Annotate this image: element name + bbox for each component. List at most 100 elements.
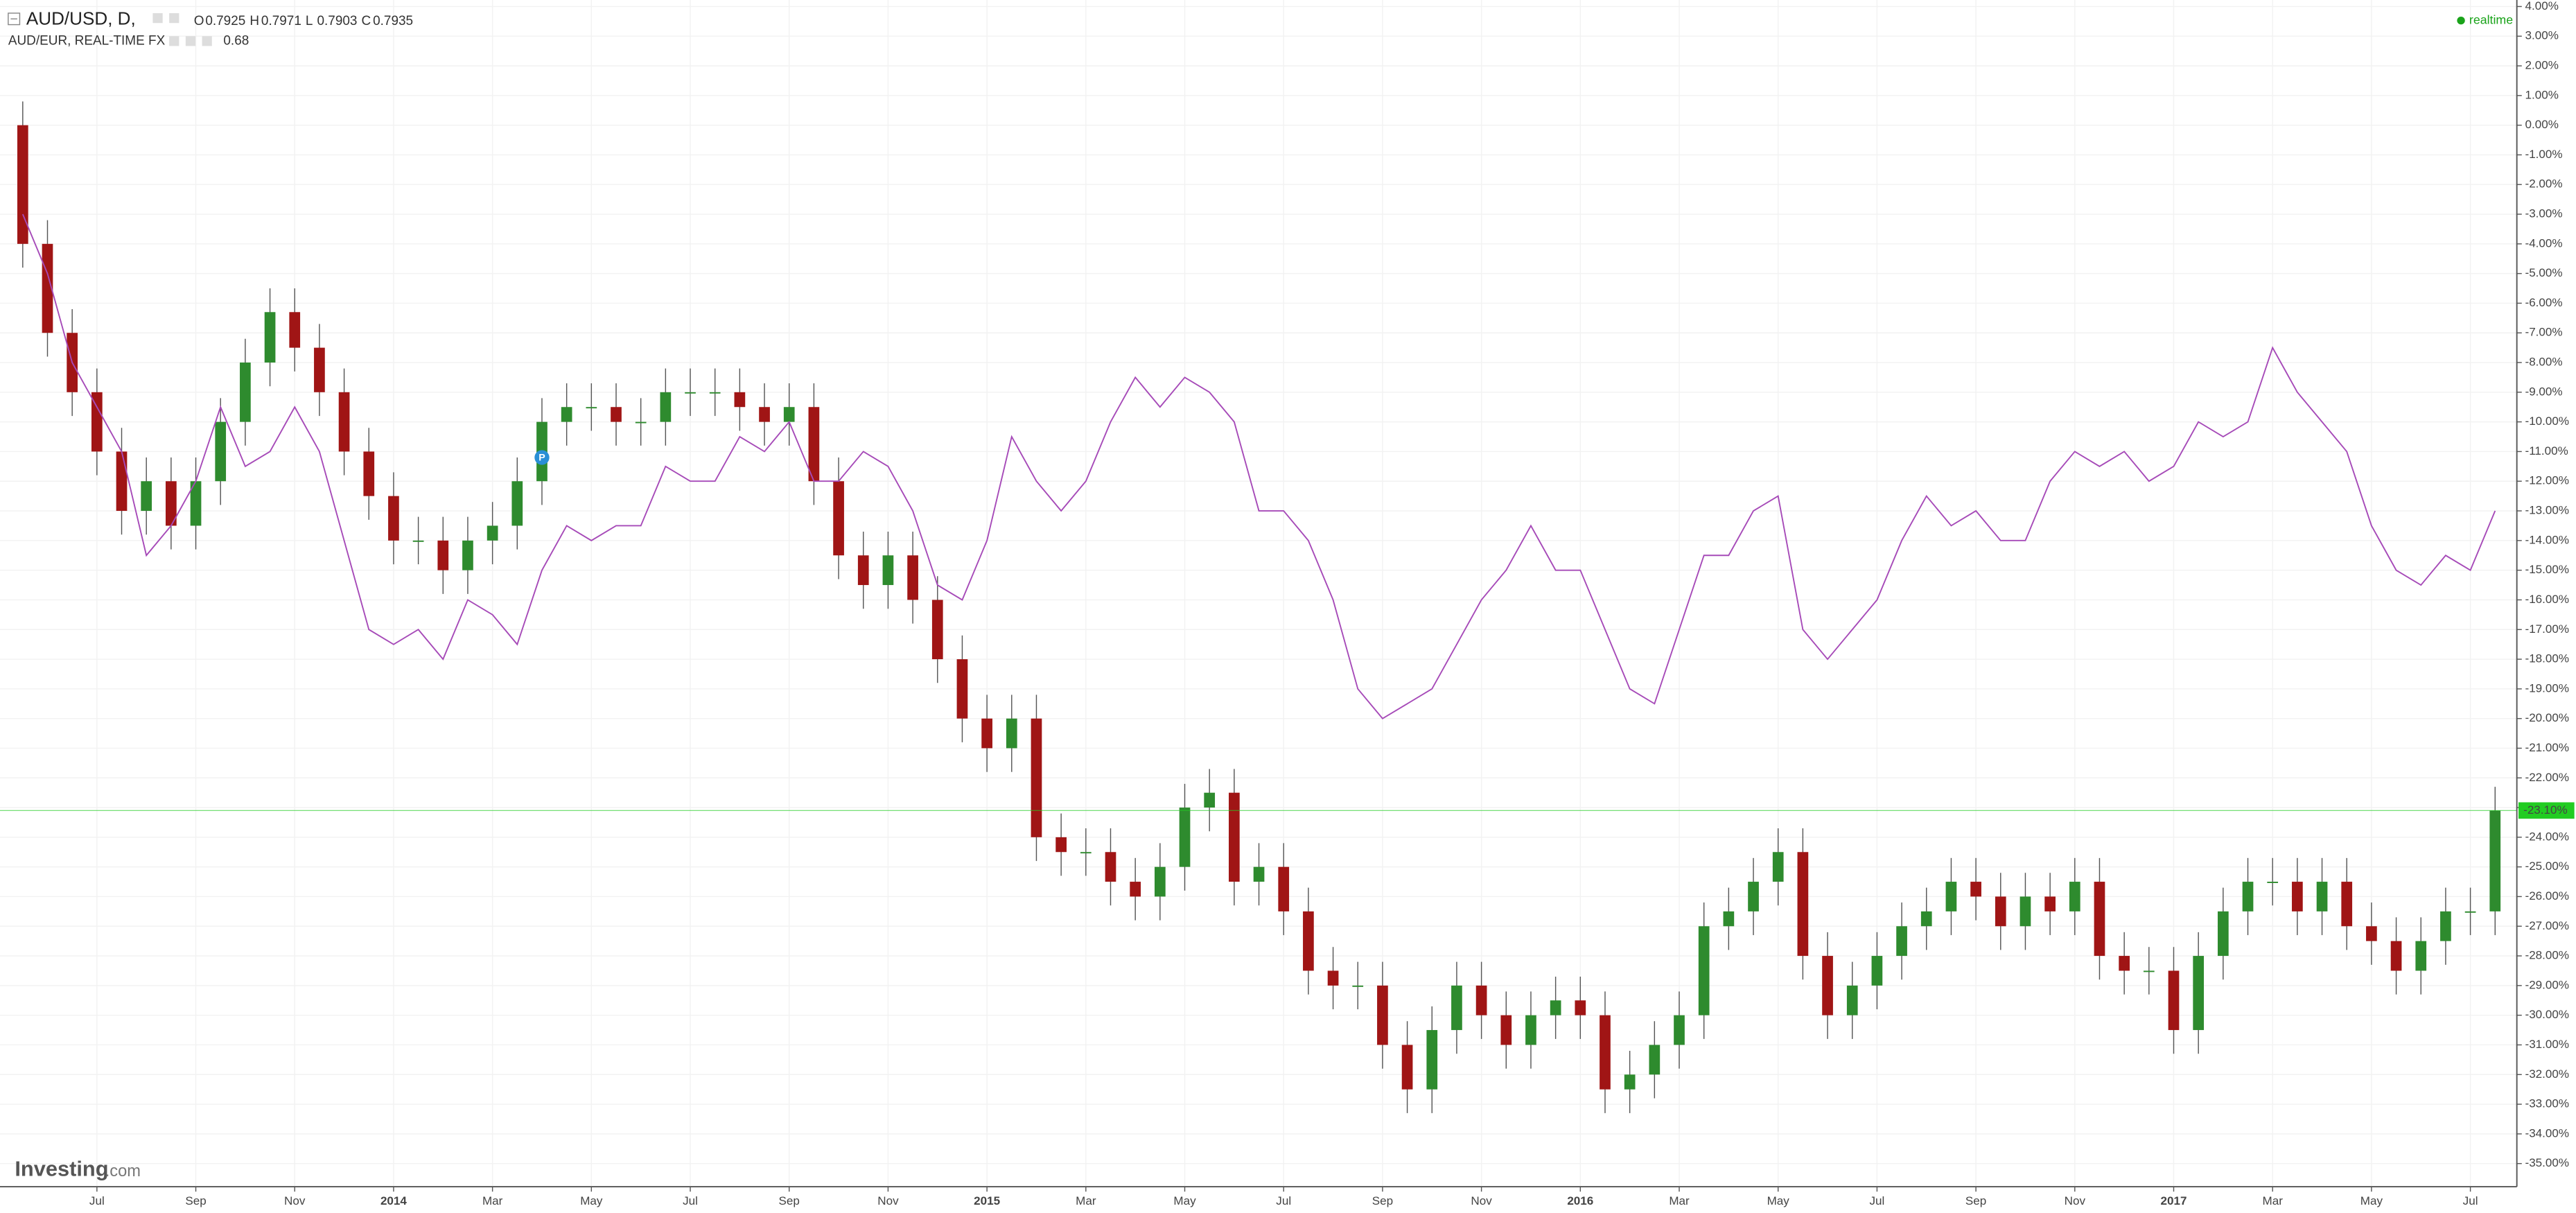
- y-tick-label: 1.00%: [2525, 88, 2559, 101]
- candle-body: [2019, 896, 2031, 927]
- y-tick-label: -25.00%: [2525, 859, 2570, 873]
- candle-body: [1451, 985, 1462, 1031]
- candle-body: [685, 392, 696, 394]
- candle-body: [2415, 941, 2427, 971]
- y-tick-label: -34.00%: [2525, 1126, 2570, 1140]
- candle-body: [2069, 882, 2080, 911]
- candle-body: [141, 481, 152, 512]
- candle-body: [1748, 882, 1759, 911]
- candle-body: [611, 407, 622, 422]
- candle-body: [1822, 956, 1833, 1015]
- y-tick-label: -24.00%: [2525, 830, 2570, 843]
- last-price-box: [2518, 802, 2575, 819]
- compare-series-title: AUD/EUR, REAL-TIME FX: [8, 33, 166, 48]
- candle-body: [635, 421, 647, 424]
- candle-body: [511, 481, 523, 526]
- y-tick-label: -22.00%: [2525, 771, 2570, 784]
- x-tick-label: Mar: [482, 1194, 503, 1207]
- candle-body: [314, 347, 325, 392]
- x-tick-label: Sep: [1372, 1194, 1393, 1207]
- candle-body: [882, 555, 894, 586]
- y-tick-label: -29.00%: [2525, 978, 2570, 991]
- ohlc-label: L: [306, 14, 313, 28]
- candle-body: [1426, 1030, 1438, 1090]
- candle-body: [931, 600, 943, 660]
- candle-body: [190, 481, 202, 526]
- hide-icon[interactable]: [169, 12, 179, 24]
- candle-body: [363, 451, 375, 496]
- x-tick-label: Sep: [185, 1194, 206, 1207]
- y-tick-label: -5.00%: [2525, 266, 2563, 279]
- y-tick-label: -18.00%: [2525, 652, 2570, 665]
- candle-body: [215, 421, 227, 482]
- candle-body: [1772, 852, 1784, 882]
- y-tick-label: -10.00%: [2525, 414, 2570, 428]
- ohlc-value: 0.7971: [261, 14, 301, 28]
- candle-body: [2168, 970, 2180, 1031]
- y-tick-label: -8.00%: [2525, 356, 2563, 369]
- x-tick-label: Nov: [877, 1194, 899, 1207]
- candle-body: [388, 496, 399, 541]
- candle-body: [981, 718, 992, 749]
- candle-body: [1080, 852, 1092, 854]
- y-tick-label: -16.00%: [2525, 593, 2570, 606]
- candle-body: [2094, 882, 2105, 957]
- remove-icon[interactable]: [202, 36, 212, 46]
- candle-body: [1575, 1000, 1586, 1015]
- x-tick-label: May: [1767, 1194, 1790, 1207]
- candle-body: [2316, 882, 2328, 911]
- candle-body: [2217, 911, 2229, 957]
- y-tick-label: -30.00%: [2525, 1008, 2570, 1021]
- x-tick-label: Sep: [779, 1194, 800, 1207]
- candle-body: [2193, 956, 2205, 1031]
- candle-body: [1525, 1015, 1536, 1045]
- candle-body: [783, 407, 795, 422]
- candle-body: [2440, 911, 2451, 941]
- y-tick-label: -32.00%: [2525, 1067, 2570, 1081]
- candle-body: [1600, 1015, 1611, 1090]
- candle-body: [2119, 956, 2130, 971]
- y-tick-label: -12.00%: [2525, 474, 2570, 487]
- candle-body: [734, 392, 746, 408]
- last-price-label: -23.10%: [2523, 803, 2568, 817]
- x-tick-label: May: [1173, 1194, 1196, 1207]
- candle-body: [412, 540, 424, 542]
- candle-body: [759, 407, 770, 422]
- candle-body: [1006, 718, 1017, 749]
- x-tick-label: Mar: [1076, 1194, 1096, 1207]
- candle-body: [1920, 911, 1932, 927]
- y-tick-label: -2.00%: [2525, 177, 2563, 191]
- candle-body: [166, 481, 177, 526]
- ohlc-label: O: [194, 14, 204, 28]
- candle-body: [1846, 985, 1858, 1015]
- hide-icon[interactable]: [185, 36, 196, 46]
- candle-body: [1624, 1074, 1636, 1090]
- candle-body: [1031, 718, 1042, 837]
- candle-body: [1674, 1015, 1685, 1045]
- candle-body: [437, 540, 449, 570]
- y-tick-label: 3.00%: [2525, 29, 2559, 42]
- settings-icon[interactable]: [169, 36, 179, 46]
- candle-body: [2292, 882, 2303, 911]
- candle-body: [1327, 970, 1339, 986]
- y-tick-label: -3.00%: [2525, 207, 2563, 220]
- candle-body: [462, 540, 473, 570]
- candle-body: [1352, 985, 1364, 987]
- settings-icon[interactable]: [152, 12, 163, 24]
- y-tick-label: -1.00%: [2525, 148, 2563, 161]
- y-tick-label: -21.00%: [2525, 741, 2570, 754]
- candle-body: [1278, 866, 1290, 911]
- candle-body: [289, 312, 301, 348]
- candle-body: [1550, 1000, 1561, 1015]
- candle-body: [240, 363, 251, 422]
- logo-domain: .com: [105, 1162, 141, 1180]
- collapse-icon[interactable]: [8, 12, 21, 26]
- candle-body: [1871, 956, 1883, 986]
- candle-body: [907, 555, 918, 600]
- candle-body: [1377, 985, 1388, 1045]
- candle-body: [709, 392, 721, 394]
- candle-body: [1945, 882, 1957, 911]
- annotation-marker: [534, 450, 550, 465]
- candle-body: [1253, 866, 1265, 882]
